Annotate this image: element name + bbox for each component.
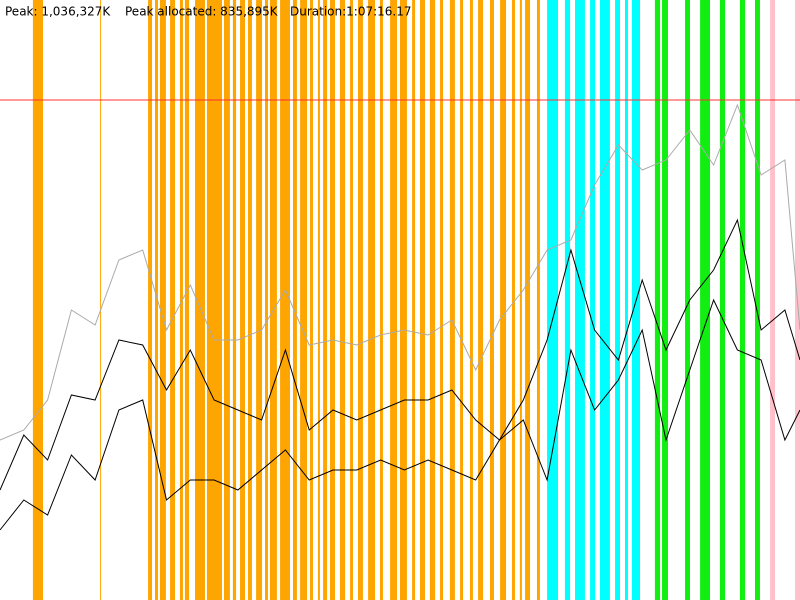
gc-band — [700, 0, 711, 600]
memory-line — [0, 298, 800, 531]
gc-band — [368, 0, 376, 600]
lines — [0, 103, 800, 531]
gc-band — [770, 0, 776, 600]
gc-band — [739, 0, 746, 600]
memory-line — [0, 103, 800, 441]
gc-band — [179, 0, 183, 600]
gc-band — [357, 0, 363, 600]
gc-band — [323, 0, 328, 600]
gc-band — [232, 0, 237, 600]
gc-band — [575, 0, 585, 600]
gc-band — [460, 0, 464, 600]
gc-band — [469, 0, 473, 600]
gc-band — [755, 0, 760, 600]
gc-band — [600, 0, 610, 600]
gc-band — [449, 0, 455, 600]
gc-band — [590, 0, 596, 600]
gc-band — [400, 0, 407, 600]
gc-band — [32, 0, 44, 600]
gc-band — [300, 0, 308, 600]
gc-band — [269, 0, 277, 600]
peak-allocated-label: Peak allocated: 835,895K — [125, 5, 279, 19]
gc-band — [412, 0, 416, 600]
gc-band — [547, 0, 558, 600]
gc-band — [148, 0, 153, 600]
gc-band — [519, 0, 522, 600]
gc-band — [265, 0, 268, 600]
gc-band — [350, 0, 354, 600]
gc-band — [440, 0, 444, 600]
gc-band — [685, 0, 690, 600]
gc-band — [624, 0, 628, 600]
gc-band — [292, 0, 297, 600]
gc-band — [654, 0, 661, 600]
gc-band — [662, 0, 668, 600]
duration-label: Duration:1:07:16.17 — [290, 5, 412, 19]
gc-band — [100, 0, 102, 600]
gc-band — [339, 0, 346, 600]
gc-band — [615, 0, 621, 600]
gc-band — [500, 0, 507, 600]
gc-band — [379, 0, 383, 600]
gc-band — [478, 0, 484, 600]
gc-band — [511, 0, 515, 600]
gc-band — [525, 0, 531, 600]
gc-band — [195, 0, 205, 600]
gc-band — [206, 0, 223, 600]
gc-band — [155, 0, 158, 600]
gc-band — [170, 0, 176, 600]
peak-label: Peak: 1,036,327K — [5, 5, 111, 19]
gc-band — [489, 0, 494, 600]
gc-band — [536, 0, 540, 600]
gc-band — [317, 0, 320, 600]
gc-band — [719, 0, 726, 600]
gc-band — [390, 0, 398, 600]
gc-band — [240, 0, 245, 600]
gc-band — [159, 0, 166, 600]
gc-band — [429, 0, 436, 600]
gc-band — [420, 0, 425, 600]
gc-band — [223, 0, 230, 600]
bands — [32, 0, 800, 600]
memory-line — [0, 218, 800, 491]
gc-band — [256, 0, 263, 600]
gc-band — [564, 0, 571, 600]
gc-band — [280, 0, 290, 600]
gc-band — [247, 0, 252, 600]
gc-band — [330, 0, 335, 600]
gc-band — [310, 0, 313, 600]
gc-band — [184, 0, 190, 600]
